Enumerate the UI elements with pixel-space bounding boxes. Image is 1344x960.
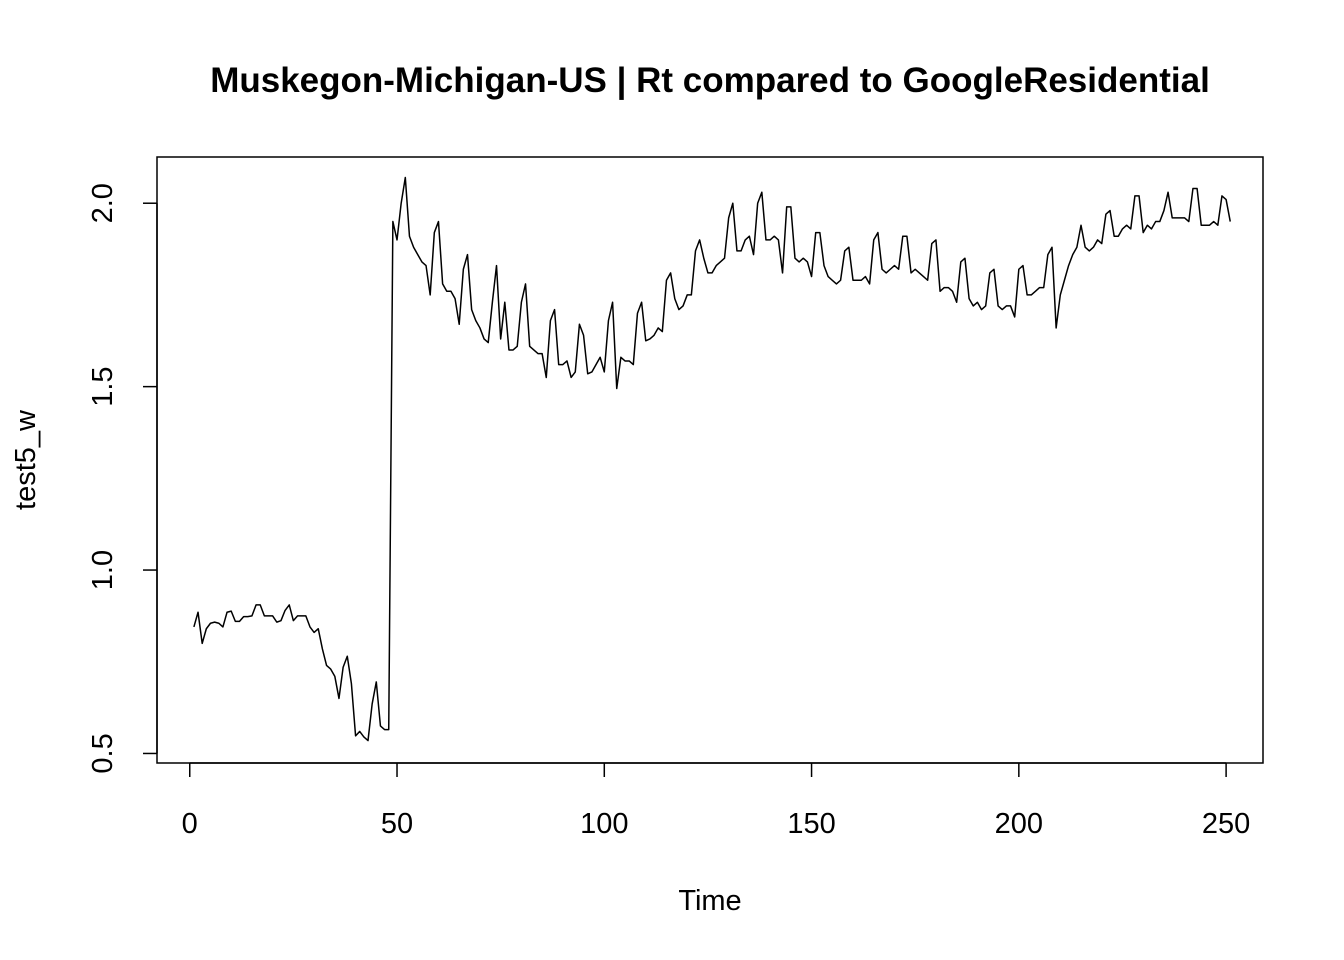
plot-frame (156, 156, 1264, 764)
chart-title: Muskegon-Michigan-US | Rt compared to Go… (210, 61, 1210, 100)
y-tick-label: 1.5 (87, 366, 119, 406)
x-tick-label: 150 (787, 808, 835, 840)
x-tick-label: 200 (995, 808, 1043, 840)
x-axis-label: Time (678, 885, 741, 917)
y-axis-label: test5_w (10, 409, 42, 510)
x-tick-label: 50 (381, 808, 413, 840)
y-tick-label: 2.0 (87, 183, 119, 223)
y-tick-label: 0.5 (87, 733, 119, 773)
y-tick-label: 1.0 (87, 550, 119, 590)
x-tick-label: 100 (580, 808, 628, 840)
x-tick-label: 0 (182, 808, 198, 840)
x-axis: 0 50 100 150 200 250 (182, 762, 1250, 840)
series-layer (193, 176, 1231, 742)
x-tick-label: 250 (1202, 808, 1250, 840)
y-axis: 0.5 1.0 1.5 2.0 (87, 183, 158, 774)
series-line (193, 176, 1231, 742)
